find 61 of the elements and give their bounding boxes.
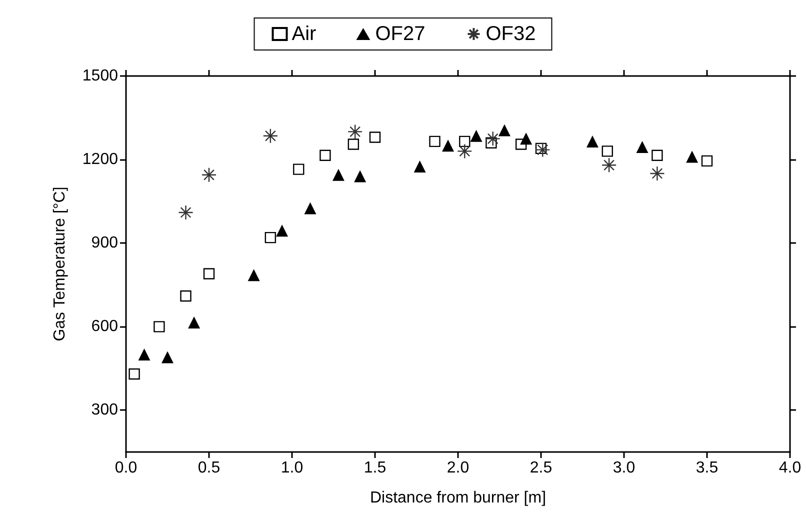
point [276, 224, 288, 237]
point [486, 137, 497, 148]
point [128, 368, 140, 380]
x-tick-label: 0.5 [198, 460, 220, 476]
point [203, 268, 215, 280]
point [535, 142, 550, 158]
point [686, 150, 698, 163]
legend-label: OF32 [486, 23, 536, 45]
point [188, 316, 200, 328]
point [602, 146, 613, 157]
point [304, 202, 316, 214]
point [293, 164, 304, 175]
point [162, 351, 174, 364]
y-tick-label: 300 [91, 402, 118, 419]
y-tick-label: 1500 [82, 68, 118, 84]
point [520, 132, 532, 145]
point [332, 168, 344, 181]
point [601, 158, 617, 173]
x-tick-label: 2.0 [446, 460, 470, 476]
x-tick-label: 1.0 [280, 460, 304, 476]
y-axis-title: Gas Temperature [°C] [52, 186, 68, 342]
legend-label: Air [292, 23, 317, 45]
point [535, 142, 547, 154]
point [201, 167, 217, 182]
point [636, 141, 648, 154]
point [264, 232, 276, 244]
point [470, 130, 482, 142]
point [347, 124, 363, 140]
y-tick-label: 900 [91, 234, 118, 252]
point [498, 124, 510, 136]
x-axis-title: Distance from burner [m] [370, 490, 546, 506]
x-tick-label: 2.5 [530, 460, 552, 476]
point [369, 132, 381, 143]
y-tick-label: 1200 [82, 151, 118, 168]
y-tick-label: 600 [91, 318, 118, 336]
point [348, 138, 360, 150]
point [650, 166, 665, 182]
point [652, 150, 663, 161]
point [459, 136, 470, 148]
point [485, 131, 500, 146]
x-tick-label: 4.0 [778, 460, 802, 476]
point [248, 269, 260, 282]
point [178, 204, 194, 220]
x-tick-label: 3.5 [696, 460, 718, 476]
point [457, 144, 472, 159]
point [515, 138, 527, 150]
point [154, 321, 165, 332]
x-tick-label: 0.0 [114, 460, 138, 476]
point [180, 290, 192, 302]
point [429, 136, 440, 148]
point [442, 140, 454, 152]
legend-label: OF27 [375, 23, 426, 45]
point [701, 155, 713, 167]
x-tick-label: 1.5 [364, 460, 386, 476]
point [262, 128, 278, 144]
x-tick-label: 3.0 [612, 460, 636, 476]
point [414, 160, 426, 173]
point [586, 135, 598, 148]
point [354, 170, 366, 182]
point [320, 150, 331, 161]
point [138, 348, 150, 361]
